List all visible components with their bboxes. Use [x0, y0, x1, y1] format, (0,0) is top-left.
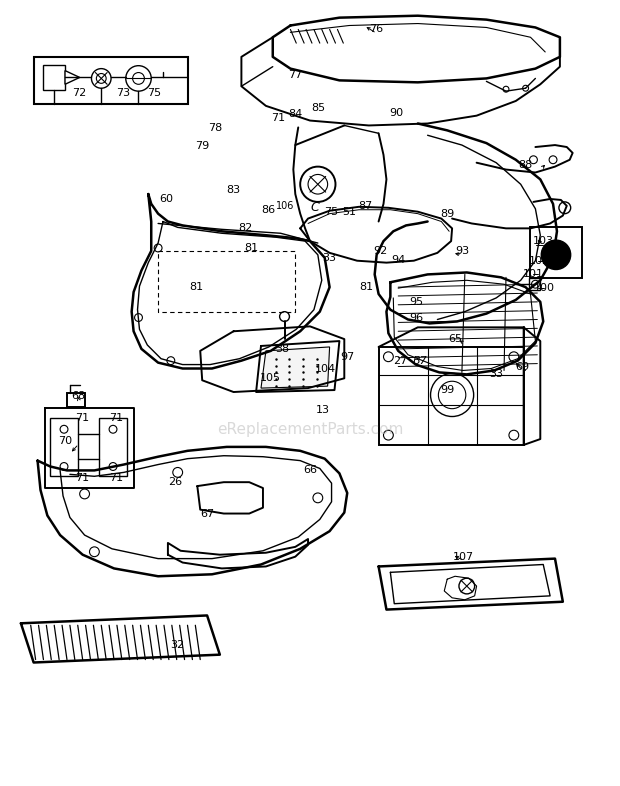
Text: 75: 75 — [324, 207, 339, 217]
Text: 86: 86 — [261, 204, 275, 215]
Text: 71: 71 — [76, 473, 90, 483]
Text: 78: 78 — [208, 123, 222, 134]
Text: 103: 103 — [533, 236, 554, 246]
Text: 81: 81 — [244, 243, 259, 253]
Text: eReplacementParts.com: eReplacementParts.com — [217, 422, 403, 437]
Text: 89: 89 — [440, 208, 454, 219]
Bar — [529, 227, 582, 278]
Text: 92: 92 — [373, 246, 388, 256]
Text: 101: 101 — [523, 270, 544, 279]
Text: 96: 96 — [409, 313, 423, 322]
Text: 105: 105 — [260, 373, 281, 384]
Text: 71: 71 — [272, 112, 286, 123]
Text: 33: 33 — [489, 369, 503, 380]
Bar — [99, 417, 126, 476]
Text: 81: 81 — [359, 282, 373, 292]
Text: 94: 94 — [391, 255, 405, 265]
Text: 104: 104 — [315, 363, 336, 373]
Text: 13: 13 — [316, 405, 330, 415]
Bar — [67, 393, 84, 406]
Text: 71: 71 — [76, 413, 90, 423]
Text: 32: 32 — [170, 640, 185, 650]
Text: 68: 68 — [72, 391, 86, 401]
Text: B7: B7 — [412, 355, 427, 365]
Text: 38: 38 — [275, 344, 290, 354]
Text: 84: 84 — [288, 108, 303, 119]
Text: 27: 27 — [393, 355, 407, 365]
Text: 95: 95 — [409, 297, 423, 307]
Text: 100: 100 — [534, 283, 555, 293]
Text: 90: 90 — [389, 108, 403, 118]
Text: 83: 83 — [226, 185, 241, 195]
Text: 93: 93 — [455, 246, 469, 256]
Text: 106: 106 — [277, 200, 294, 211]
Bar — [379, 347, 524, 445]
Text: 77: 77 — [288, 69, 303, 79]
Bar — [43, 64, 65, 90]
Text: 70: 70 — [58, 436, 72, 446]
Text: 85: 85 — [311, 103, 325, 113]
Bar — [528, 278, 540, 290]
Text: 67: 67 — [200, 509, 214, 519]
Text: 71: 71 — [109, 473, 123, 483]
Text: 88: 88 — [518, 160, 533, 170]
Text: 76: 76 — [370, 24, 384, 35]
Text: 107: 107 — [453, 552, 474, 562]
Text: 66: 66 — [303, 465, 317, 476]
Text: 73: 73 — [116, 88, 130, 98]
Circle shape — [541, 240, 570, 270]
Text: C: C — [311, 201, 319, 215]
Text: 87: 87 — [358, 200, 372, 211]
Text: 81: 81 — [189, 282, 203, 292]
Text: 79: 79 — [195, 141, 210, 151]
Text: 97: 97 — [340, 352, 355, 362]
Text: 26: 26 — [167, 477, 182, 487]
Text: 72: 72 — [73, 88, 87, 98]
Text: 99: 99 — [440, 385, 454, 395]
Text: 60: 60 — [159, 194, 173, 204]
Polygon shape — [65, 71, 80, 84]
Text: 33: 33 — [322, 253, 337, 263]
Text: 65: 65 — [448, 334, 462, 344]
Text: 102: 102 — [529, 255, 550, 266]
Text: 69: 69 — [516, 362, 529, 372]
Bar — [50, 417, 78, 476]
Text: 71: 71 — [109, 413, 123, 423]
Bar — [33, 57, 188, 104]
Polygon shape — [261, 347, 330, 388]
Text: 82: 82 — [238, 223, 252, 233]
Text: 75: 75 — [147, 88, 161, 98]
Text: 51: 51 — [342, 207, 356, 217]
